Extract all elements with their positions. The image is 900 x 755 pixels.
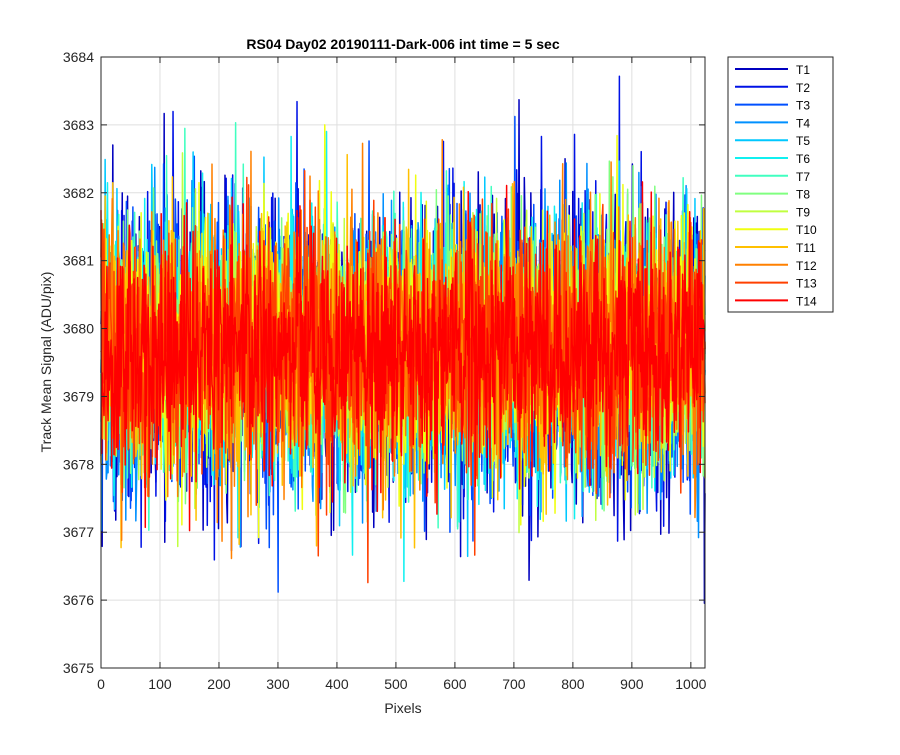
y-tick-label: 3679 bbox=[63, 388, 94, 404]
series-line-t13 bbox=[100, 170, 706, 584]
y-tick-label: 3678 bbox=[63, 456, 94, 472]
legend-label-t10: T10 bbox=[796, 223, 817, 237]
legend-label-t11: T11 bbox=[796, 241, 816, 255]
y-tick-label: 3677 bbox=[63, 524, 94, 540]
axis-ticks: 0 100 200 300 400 500 600 700 800 900 1000 3675 3676… bbox=[63, 49, 707, 692]
legend-label-t13: T13 bbox=[796, 277, 817, 291]
legend-label-t1: T1 bbox=[796, 63, 810, 77]
legend-label-t12: T12 bbox=[796, 259, 817, 273]
x-tick-label: 0 bbox=[97, 676, 105, 692]
legend-box bbox=[727, 56, 834, 313]
legend-label-t8: T8 bbox=[796, 188, 810, 202]
x-tick-label: 600 bbox=[443, 676, 467, 692]
legend-label-t5: T5 bbox=[796, 134, 810, 148]
x-tick-label: 100 bbox=[148, 676, 172, 692]
series-lines bbox=[100, 75, 706, 605]
x-tick-label: 200 bbox=[207, 676, 231, 692]
y-tick-label: 3684 bbox=[63, 49, 94, 65]
x-tick-label: 900 bbox=[620, 676, 644, 692]
legend-label-t9: T9 bbox=[796, 205, 810, 219]
x-axis-label: Pixels bbox=[384, 700, 421, 716]
x-tick-label: 700 bbox=[502, 676, 526, 692]
y-tick-label: 3675 bbox=[63, 660, 94, 676]
chart-title: RS04 Day02 20190111-Dark-006 int time = … bbox=[246, 36, 559, 52]
x-tick-label: 800 bbox=[561, 676, 585, 692]
legend-label-t7: T7 bbox=[796, 170, 810, 184]
y-tick-label: 3683 bbox=[63, 117, 94, 133]
legend-label-t6: T6 bbox=[796, 152, 810, 166]
plot-frame bbox=[100, 56, 706, 669]
x-tick-label: 300 bbox=[266, 676, 290, 692]
y-axis-label: Track Mean Signal (ADU/pix) bbox=[38, 272, 54, 453]
y-tick-label: 3676 bbox=[63, 592, 94, 608]
legend-label-t4: T4 bbox=[796, 116, 810, 130]
series-line-t14 bbox=[100, 181, 706, 532]
y-tick-label: 3681 bbox=[63, 253, 94, 269]
legend: T1 T2 T3 T4 T5 T6 T7 T8 T9 T10 T11 T12 T13 T14 bbox=[727, 56, 834, 313]
x-tick-label: 1000 bbox=[675, 676, 706, 692]
legend-label-t2: T2 bbox=[796, 81, 810, 95]
legend-items: T1 T2 T3 T4 T5 T6 T7 T8 T9 T10 T11 T12 T13 T14 bbox=[735, 63, 817, 308]
y-tick-label: 3680 bbox=[63, 321, 94, 337]
x-tick-label: 500 bbox=[384, 676, 408, 692]
legend-label-t14: T14 bbox=[796, 294, 817, 308]
x-tick-label: 400 bbox=[325, 676, 349, 692]
legend-label-t3: T3 bbox=[796, 99, 810, 113]
y-tick-label: 3682 bbox=[63, 185, 94, 201]
